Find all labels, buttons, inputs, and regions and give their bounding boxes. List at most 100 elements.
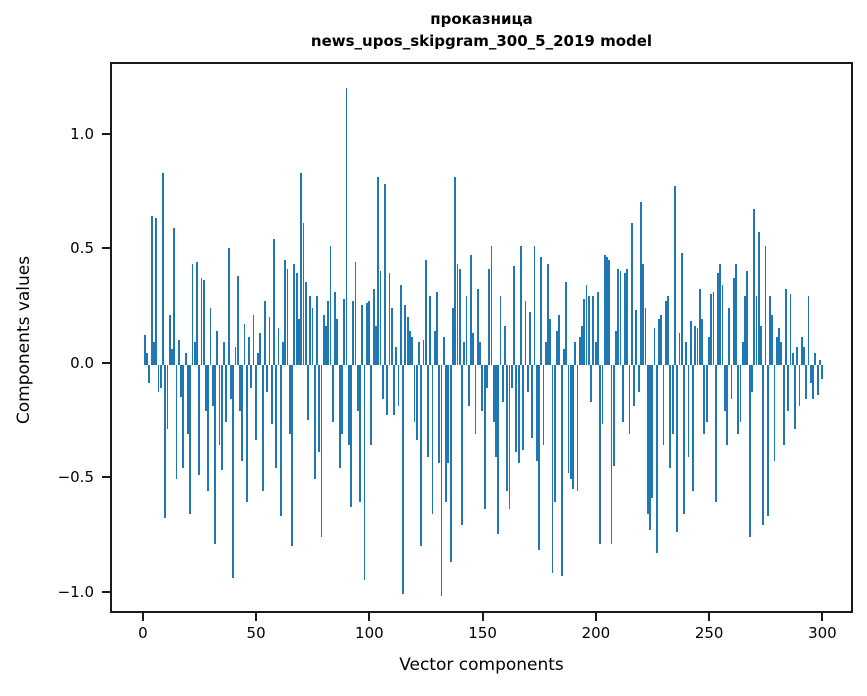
bar [660, 314, 663, 365]
bar [818, 360, 821, 365]
bar [508, 364, 511, 510]
bar [456, 264, 459, 365]
bar [694, 325, 697, 365]
bar [329, 245, 332, 365]
bar [590, 364, 592, 402]
bar [635, 309, 638, 365]
bar [771, 314, 774, 365]
bar [764, 245, 767, 365]
bar [461, 364, 463, 526]
bar [674, 186, 676, 365]
bar [538, 364, 540, 551]
bar [753, 209, 756, 365]
bar [370, 364, 373, 446]
bar [365, 303, 368, 365]
bar [567, 364, 570, 473]
bar [470, 254, 472, 365]
bar [671, 364, 674, 434]
bar [205, 364, 207, 411]
bar [277, 328, 280, 365]
bar [726, 364, 728, 446]
bar [334, 291, 337, 365]
bar [519, 245, 522, 365]
bar [565, 282, 568, 365]
bar [273, 238, 275, 365]
bar [612, 364, 615, 466]
bar [751, 364, 753, 393]
bar [628, 364, 631, 434]
bar [585, 284, 588, 365]
bar [678, 332, 681, 365]
x-tick [708, 613, 711, 621]
bar [297, 319, 300, 365]
bar [710, 293, 713, 365]
bar [361, 305, 364, 365]
bar [467, 364, 470, 407]
x-tick-label: 250 [694, 624, 724, 642]
bar [479, 342, 481, 365]
bar [696, 328, 699, 365]
bar [730, 364, 733, 400]
bar [807, 296, 810, 365]
bar [540, 257, 543, 365]
bar [608, 259, 611, 365]
bar [789, 293, 792, 365]
bar [741, 342, 744, 365]
bar [164, 364, 167, 519]
bar [732, 277, 735, 365]
bar [193, 342, 196, 365]
bar [683, 364, 685, 514]
bar [510, 364, 513, 388]
bar [492, 364, 495, 423]
bar [739, 364, 742, 423]
bar [465, 296, 468, 365]
x-tick-label: 100 [355, 624, 384, 642]
y-tick-label: 0.5 [70, 239, 94, 258]
bar [800, 337, 803, 365]
bar [150, 216, 153, 365]
bar [189, 364, 192, 514]
bar [284, 259, 287, 365]
bar [288, 364, 291, 434]
bar [431, 364, 434, 514]
bar [773, 364, 776, 462]
bar [259, 332, 262, 365]
bar [644, 307, 647, 365]
bar [445, 364, 447, 503]
bar [232, 364, 235, 578]
bars-layer [112, 64, 851, 611]
bar [374, 325, 377, 365]
bar [356, 364, 359, 411]
bar [442, 337, 445, 365]
bar [583, 298, 586, 365]
bar [338, 364, 341, 468]
bar [433, 330, 436, 365]
bar [762, 364, 765, 526]
y-tick [102, 476, 110, 479]
bar [186, 364, 189, 434]
bar [698, 289, 701, 365]
bar [506, 364, 509, 491]
bar [440, 364, 443, 597]
bar [341, 364, 343, 434]
bar [501, 364, 504, 402]
bar [220, 364, 223, 471]
bar [182, 364, 185, 468]
bar [787, 364, 790, 411]
bar [744, 296, 747, 365]
x-tick-label: 300 [808, 624, 837, 642]
bar [737, 364, 740, 434]
bar [707, 337, 710, 365]
bar [427, 364, 429, 457]
bar [524, 300, 527, 365]
bar [653, 328, 656, 365]
bar [474, 364, 477, 434]
bar [775, 337, 778, 365]
bar [472, 332, 475, 365]
bar [316, 296, 318, 365]
x-tick [821, 613, 824, 621]
bar [159, 364, 162, 388]
y-tick-label: 0.0 [70, 353, 94, 372]
bar [626, 268, 629, 365]
bar [250, 364, 253, 388]
